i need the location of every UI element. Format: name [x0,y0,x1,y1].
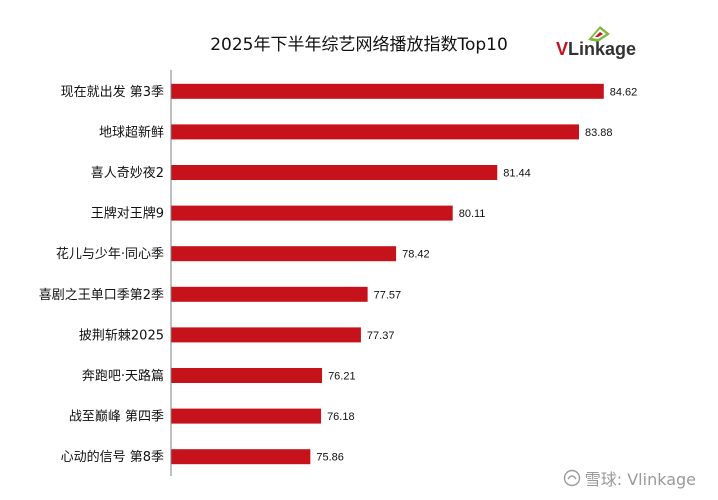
logo-letters-rest: Linkage [568,39,637,59]
watermark: 雪球: Vlinkage [563,466,696,490]
bar [171,205,453,221]
value-label: 80.11 [459,208,486,220]
category-label: 喜人奇妙夜2 [91,165,164,181]
xueqiu-icon [563,469,580,487]
logo-mark-icon [588,26,610,42]
bar [171,246,397,262]
value-label: 83.88 [585,127,613,139]
logo-text: VLinkage [556,39,636,60]
category-label: 心动的信号 第8季 [61,449,164,465]
bar [171,124,579,140]
value-label: 76.21 [328,371,356,383]
category-label: 王牌对王牌9 [91,206,164,222]
bar [171,83,604,99]
bar [171,449,311,465]
bar [171,327,361,343]
bar-series [171,83,604,465]
category-label: 现在就出发 第3季 [61,84,164,100]
vlinkage-logo: VLinkage [556,26,656,64]
bar [171,368,323,383]
value-label: 77.57 [374,289,402,301]
value-label: 77.37 [367,330,395,342]
bar [171,286,368,302]
value-label: 75.86 [316,452,344,464]
logo-letter-v: V [556,39,569,59]
value-label: 81.44 [503,168,531,180]
value-label: 84.62 [610,86,638,98]
category-label: 喜剧之王单口季第2季 [39,288,164,303]
category-label: 奔跑吧·天路篇 [82,368,164,384]
chart-title: 2025年下半年综艺网络播放指数Top10 [210,35,508,55]
value-label: 78.42 [402,249,430,261]
category-label: 披荆斩棘2025 [79,327,164,343]
bar [171,165,498,180]
watermark-text: 雪球: Vlinkage [584,470,696,489]
bar [171,408,322,424]
value-label: 76.18 [327,411,355,423]
category-label: 地球超新鲜 [99,124,164,140]
category-label: 战至巅峰 第四季 [69,410,164,425]
category-label: 花儿与少年·同心季 [56,246,164,262]
value-labels: 84.62 83.88 81.44 80.11 78.42 77.57 77.37 76.21… [316,86,637,463]
